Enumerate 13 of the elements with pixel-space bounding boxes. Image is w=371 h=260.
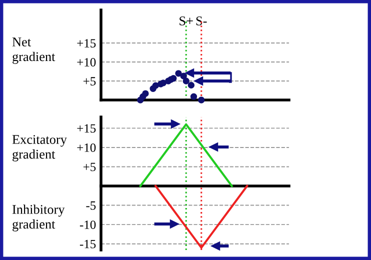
y-tick-label: -5: [86, 201, 96, 210]
y-tick-label: -10: [80, 220, 96, 230]
y-tick-label: +15: [77, 39, 96, 48]
y-axis-title: Net gradient: [12, 38, 56, 64]
y-axis-title: Inhibitory gradient: [12, 204, 65, 232]
x-tick-label: S+: [180, 16, 193, 26]
y-tick-label: +10: [77, 58, 96, 66]
y-tick-label: +5: [83, 162, 96, 172]
y-axis-title: Excitatory gradient: [12, 135, 67, 162]
y-tick-label: +15: [77, 124, 96, 133]
y-tick-label: +10: [77, 143, 96, 152]
y-tick-label: +5: [83, 77, 96, 86]
y-tick-label: -15: [80, 240, 96, 248]
